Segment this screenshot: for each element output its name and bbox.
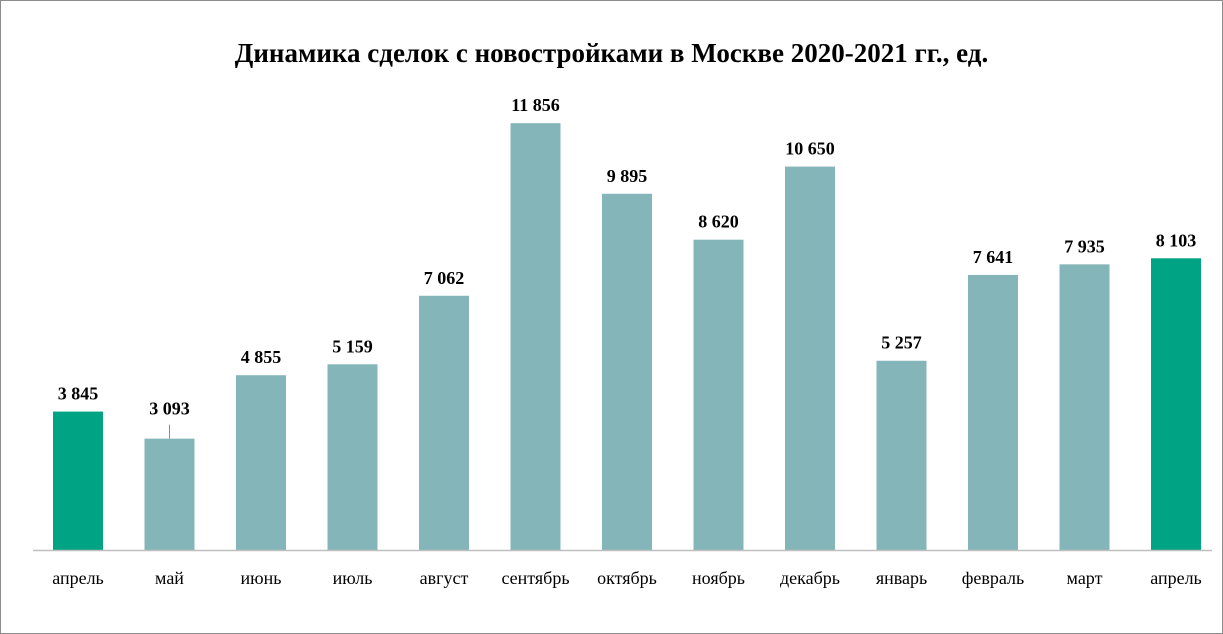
- data-label: 11 856: [511, 95, 560, 115]
- x-tick-label: ноябрь: [692, 568, 745, 588]
- x-tick-label: апрель: [1150, 568, 1202, 588]
- bar: [53, 411, 103, 550]
- x-tick-label: январь: [876, 568, 927, 588]
- bar: [876, 360, 927, 550]
- data-label: 10 650: [785, 139, 835, 159]
- x-tick-label: июль: [333, 568, 373, 588]
- data-label: 7 641: [973, 247, 1014, 267]
- data-label: 5 159: [332, 336, 373, 356]
- bar: [968, 274, 1018, 550]
- x-tick-label: март: [1067, 568, 1103, 588]
- x-tick-label: апрель: [52, 568, 104, 588]
- data-label: 8 620: [698, 212, 739, 232]
- data-label: 8 103: [1156, 230, 1197, 250]
- bar: [602, 193, 652, 550]
- bar: [144, 438, 195, 550]
- x-tick-label: февраль: [962, 568, 1025, 588]
- data-label: 3 845: [58, 384, 99, 404]
- data-label: 9 895: [607, 166, 648, 186]
- chart-title: Динамика сделок с новостройками в Москве…: [234, 38, 989, 68]
- data-label: 7 935: [1064, 236, 1105, 256]
- x-tick-label: июнь: [241, 568, 282, 588]
- bar: [785, 166, 835, 550]
- data-label: 5 257: [881, 333, 922, 353]
- bar: [327, 364, 378, 550]
- x-tick-label: октябрь: [597, 568, 657, 588]
- bar: [419, 295, 469, 550]
- bar: [693, 239, 744, 550]
- x-tick-label: декабрь: [780, 568, 840, 588]
- data-label: 3 093: [149, 399, 190, 419]
- data-label: 7 062: [424, 268, 465, 288]
- bar: [236, 375, 286, 550]
- bar: [1151, 258, 1201, 550]
- data-label: 4 855: [241, 347, 282, 367]
- bar: [510, 123, 561, 551]
- x-tick-label: август: [420, 568, 469, 588]
- bar: [1059, 264, 1110, 550]
- x-tick-label: май: [155, 568, 184, 588]
- x-tick-label: сентябрь: [501, 568, 569, 588]
